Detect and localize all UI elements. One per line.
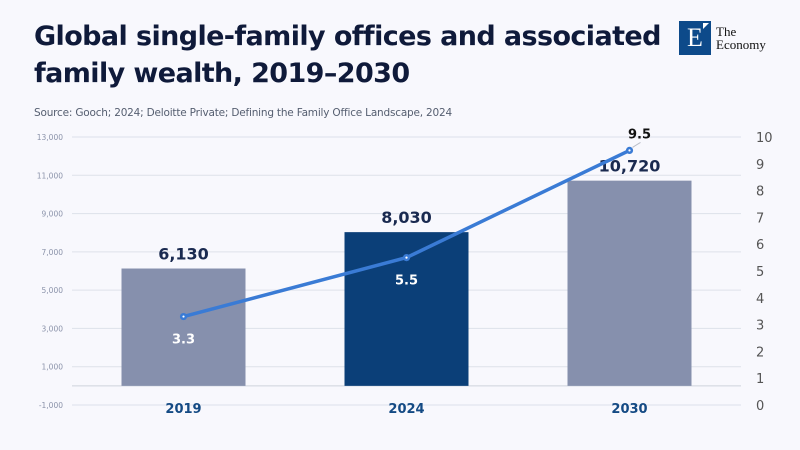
category-label: 2019 [165, 402, 201, 417]
left-tick-label: 3,000 [42, 324, 64, 333]
right-tick-label: 0 [756, 399, 764, 414]
bar-2030 [567, 180, 692, 386]
x-axis: 2019 2024 2030 [165, 402, 647, 417]
category-label: 2030 [611, 402, 647, 417]
title-line-2: family wealth, 2019–2030 [34, 58, 410, 89]
right-tick-label: 5 [756, 265, 764, 280]
category-label: 2024 [388, 402, 424, 417]
left-tick-label: 13,000 [37, 133, 63, 142]
label-leader-line [632, 141, 641, 148]
line-point-center [182, 315, 185, 318]
line-value-label: 5.5 [395, 274, 418, 289]
line-point-center [628, 149, 631, 152]
right-tick-label: 7 [756, 211, 764, 226]
logo-letter: E [687, 23, 703, 52]
line-value-label: 3.3 [172, 333, 195, 348]
bar-value-label: 8,030 [381, 208, 432, 227]
line-point-center [405, 256, 408, 259]
right-tick-label: 2 [756, 345, 764, 360]
left-tick-label: 1,000 [42, 363, 64, 372]
line-value-label: 9.5 [628, 127, 651, 142]
bar-labels: 6,130 8,030 10,720 [158, 157, 660, 264]
right-tick-label: 6 [756, 238, 764, 253]
bar-2019 [121, 268, 246, 386]
bars [121, 180, 692, 386]
bar-value-label: 10,720 [599, 157, 661, 176]
logo-line-2: Economy [716, 37, 766, 52]
source-note: Source: Gooch; 2024; Deloitte Private; D… [34, 107, 452, 119]
left-tick-label: 9,000 [42, 210, 64, 219]
left-axis: -1,000 1,000 3,000 5,000 7,000 9,000 11,000 13,… [37, 133, 63, 410]
logo-notch [703, 23, 709, 29]
right-tick-label: 8 [756, 185, 764, 200]
right-tick-label: 4 [756, 292, 764, 307]
logo: E The Economy [679, 21, 766, 55]
right-axis: 0 1 2 3 4 5 6 7 8 9 10 [756, 131, 773, 414]
right-tick-label: 9 [756, 158, 764, 173]
logo-wordmark: The Economy [716, 25, 766, 51]
bar-value-label: 6,130 [158, 245, 209, 264]
left-tick-label: -1,000 [39, 401, 63, 410]
title-line-1: Global single-family offices and associa… [34, 21, 661, 52]
logo-icon: E [679, 21, 711, 55]
left-tick-label: 5,000 [42, 286, 64, 295]
chart-title: Global single-family offices and associa… [34, 18, 674, 92]
left-tick-label: 7,000 [42, 248, 64, 257]
logo-line-1: The [716, 24, 737, 39]
right-tick-label: 1 [756, 372, 764, 387]
left-tick-label: 11,000 [37, 171, 63, 180]
right-tick-label: 3 [756, 319, 764, 334]
line-series: 3.3 5.5 9.5 [172, 127, 651, 347]
right-tick-label: 10 [756, 131, 773, 146]
